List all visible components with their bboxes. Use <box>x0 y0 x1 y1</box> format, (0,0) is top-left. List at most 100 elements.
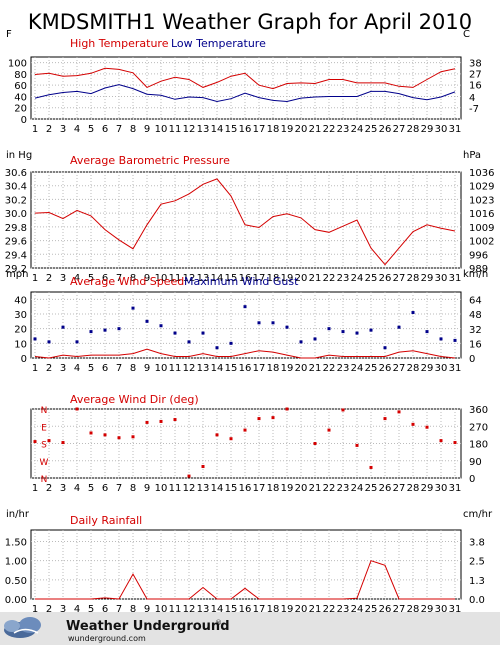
x-tick-label: 8 <box>130 604 136 615</box>
x-tick-label: 23 <box>337 124 350 135</box>
x-tick-label: 7 <box>116 604 122 615</box>
x-tick-label: 21 <box>309 483 322 494</box>
data-point <box>257 321 261 325</box>
y-tick-left: 10 <box>14 339 27 350</box>
x-tick-label: 7 <box>116 363 122 374</box>
data-point <box>117 327 121 331</box>
data-point <box>243 428 247 432</box>
data-point <box>89 431 93 435</box>
x-tick-label: 28 <box>407 124 420 135</box>
x-tick-label: 29 <box>421 273 434 284</box>
data-point <box>271 321 275 325</box>
footer: Weather Underground ® wunderground.com <box>0 612 500 645</box>
data-point <box>33 440 37 444</box>
data-point <box>411 311 415 315</box>
data-point <box>327 327 331 331</box>
y-tick-right: 360 <box>469 405 488 416</box>
x-tick-label: 4 <box>74 604 80 615</box>
x-tick-label: 5 <box>88 483 94 494</box>
y-tick-left: 29.8 <box>5 223 27 234</box>
y-tick-left: 30.6 <box>5 168 27 179</box>
x-tick-label: 19 <box>281 363 294 374</box>
x-tick-label: 1 <box>32 124 38 135</box>
x-tick-label: 9 <box>144 273 150 284</box>
y-tick-left: 20 <box>14 325 27 336</box>
plot-area <box>30 171 462 269</box>
x-tick-label: 27 <box>393 483 406 494</box>
x-tick-label: 10 <box>155 604 168 615</box>
x-tick-label: 30 <box>435 124 448 135</box>
y-tick-right: 16 <box>469 81 482 92</box>
x-tick-label: 8 <box>130 124 136 135</box>
data-point <box>243 305 247 309</box>
x-tick-label: 19 <box>281 124 294 135</box>
x-tick-label: 23 <box>337 363 350 374</box>
y-tick-left: 29.2 <box>5 264 27 275</box>
data-point <box>327 428 331 432</box>
page-title: KMDSMITH1 Weather Graph for April 2010 <box>28 10 472 34</box>
x-tick-label: 3 <box>60 483 66 494</box>
series-title: Average Barometric Pressure <box>70 154 230 167</box>
x-tick-label: 31 <box>449 124 462 135</box>
y-tick-left: 29.6 <box>5 237 27 248</box>
x-tick-label: 19 <box>281 483 294 494</box>
plot-area <box>30 291 462 359</box>
data-point <box>131 435 135 439</box>
x-tick-label: 28 <box>407 604 420 615</box>
compass-label: W <box>40 458 49 468</box>
left-unit-label: mph <box>6 269 28 280</box>
pressure-panel: 29.2 29.4 29.6 29.8 30.0 30.2 30.4 30.6 989 996 10… <box>5 150 495 284</box>
y-tick-right: 180 <box>469 440 488 451</box>
x-tick-label: 18 <box>267 483 280 494</box>
y-tick-left: 30.4 <box>5 182 27 193</box>
data-point <box>411 422 415 426</box>
data-point <box>299 340 303 344</box>
x-tick-label: 6 <box>102 363 108 374</box>
data-point <box>201 465 205 468</box>
data-point <box>271 416 275 420</box>
data-point <box>173 418 177 422</box>
x-tick-label: 14 <box>211 363 224 374</box>
x-tick-label: 1 <box>32 273 38 284</box>
x-tick-label: 12 <box>183 604 196 615</box>
x-tick-label: 2 <box>46 124 52 135</box>
x-tick-label: 21 <box>309 604 322 615</box>
data-point <box>313 337 317 341</box>
x-tick-label: 5 <box>88 273 94 284</box>
x-tick-label: 6 <box>102 273 108 284</box>
y-tick-left: 0.50 <box>5 576 27 587</box>
x-tick-label: 31 <box>449 483 462 494</box>
series-title: Low Temperature <box>171 37 266 50</box>
x-tick-label: 3 <box>60 363 66 374</box>
compass-label: E <box>41 423 47 433</box>
series-title: Average Wind Speed <box>70 275 184 288</box>
x-tick-label: 13 <box>197 363 210 374</box>
plot-area <box>30 529 462 600</box>
data-point <box>103 433 107 437</box>
plot-area <box>30 56 462 120</box>
y-tick-right: 1036 <box>469 168 494 179</box>
x-tick-label: 20 <box>295 363 308 374</box>
y-tick-left: 0.00 <box>5 595 27 606</box>
data-point <box>159 324 163 328</box>
x-tick-label: 12 <box>183 363 196 374</box>
data-point <box>103 328 107 332</box>
right-unit-label: hPa <box>463 150 481 161</box>
y-tick-right: 38 <box>469 58 482 69</box>
left-unit-label: F <box>6 29 12 40</box>
x-tick-label: 12 <box>183 124 196 135</box>
x-tick-label: 11 <box>169 124 182 135</box>
x-tick-label: 11 <box>169 604 182 615</box>
y-tick-left: 1.50 <box>5 538 27 549</box>
x-tick-label: 20 <box>295 604 308 615</box>
data-point <box>117 436 121 440</box>
x-tick-label: 4 <box>74 124 80 135</box>
data-point <box>187 474 191 478</box>
x-tick-label: 20 <box>295 124 308 135</box>
x-tick-label: 9 <box>144 483 150 494</box>
x-tick-label: 17 <box>253 483 266 494</box>
x-tick-label: 26 <box>379 363 392 374</box>
x-tick-label: 18 <box>267 363 280 374</box>
y-tick-right: 64 <box>469 296 482 307</box>
